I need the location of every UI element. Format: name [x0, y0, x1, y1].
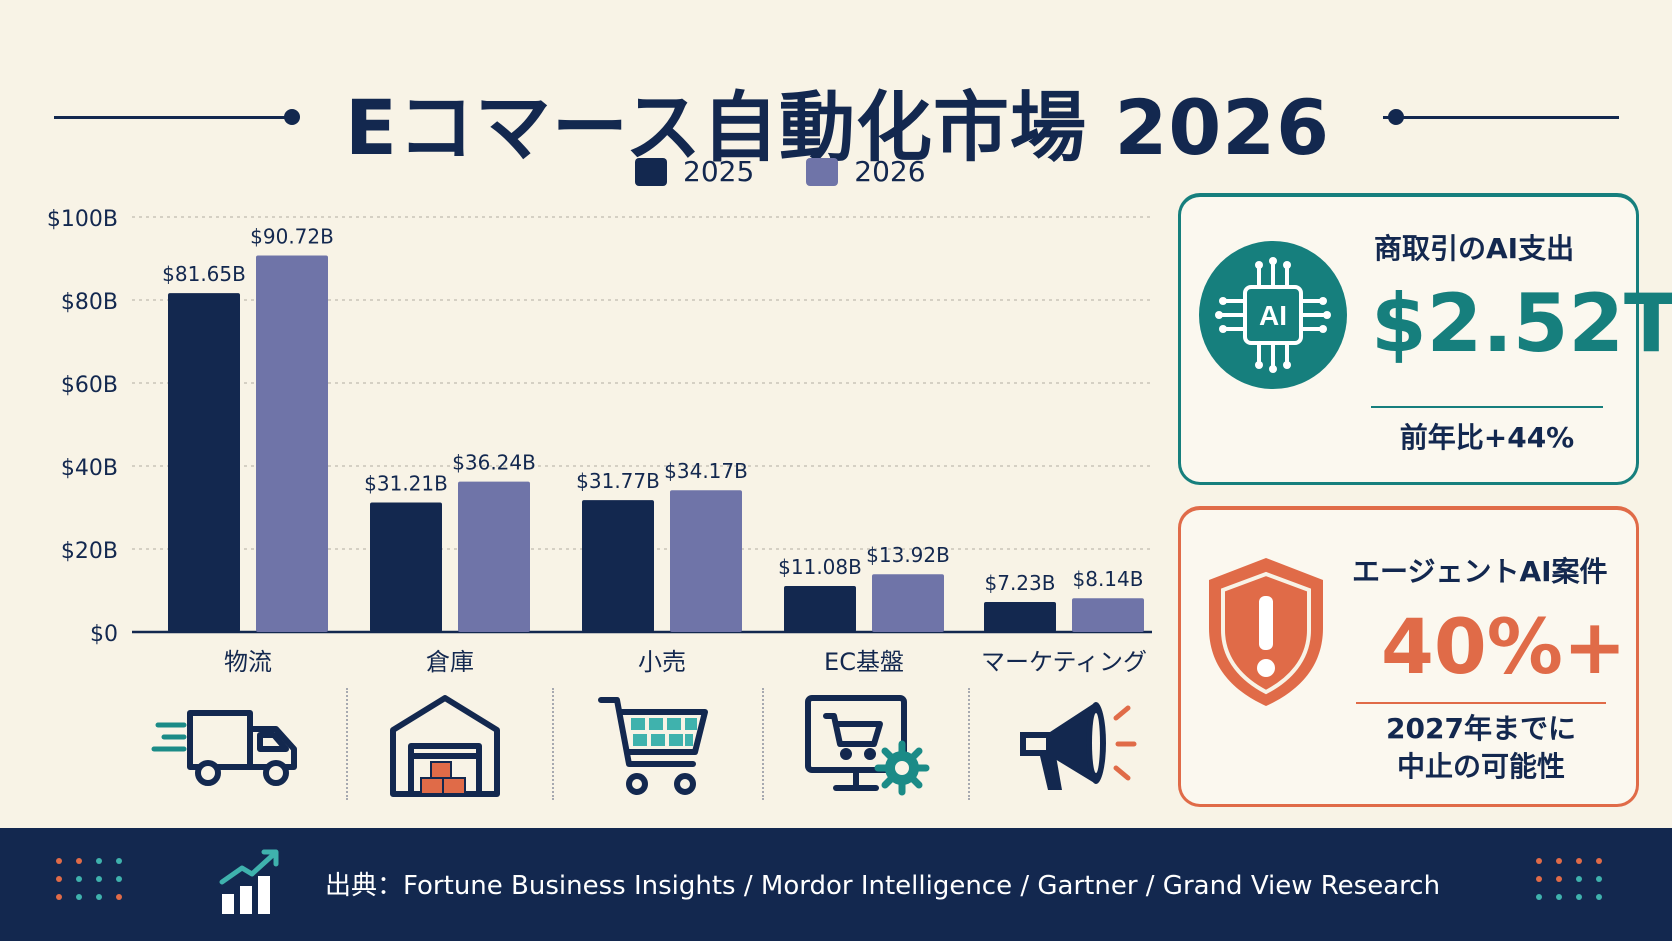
source-citation: 出典：Fortune Business Insights / Mordor In… [325, 871, 1441, 901]
title-dot-left [284, 109, 300, 125]
icon-divider [762, 688, 764, 800]
data-label: $34.17B [664, 459, 748, 483]
page-title: Eコマース自動化市場 2026 [344, 83, 1331, 172]
bar-2025 [784, 586, 856, 632]
agentic-ai-note-line1: 2027年までに [1386, 712, 1576, 745]
bar-2025 [582, 500, 654, 632]
data-label: $31.77B [576, 469, 660, 493]
legend-label-2026: 2026 [854, 155, 926, 188]
agentic-ai-label: エージェントAI案件 [1352, 555, 1608, 588]
bar-2026 [872, 574, 944, 632]
decorative-dots-left [56, 858, 124, 900]
agent-card-divider [1356, 702, 1606, 704]
icon-divider [552, 688, 554, 800]
legend-item-2026: 2026 [806, 155, 926, 188]
bar-chart: $0 $20B $40B $60B $80B $100B $81.65B$90.72B 物流 $… [47, 207, 1152, 676]
data-label: $8.14B [1073, 567, 1144, 591]
icon-divider [346, 688, 348, 800]
title-rule-right [1383, 116, 1619, 119]
data-label: $7.23B [985, 571, 1056, 595]
category-label: 倉庫 [426, 648, 474, 676]
agentic-ai-note: 2027年までに 中止の可能性 [1356, 710, 1606, 786]
legend-label-2025: 2025 [683, 155, 755, 188]
bar-2026 [670, 490, 742, 632]
title-rule-left [54, 116, 289, 119]
agentic-ai-card: エージェントAI案件 40%+ 2027年までに 中止の可能性 [1178, 506, 1639, 807]
ai-spending-label: 商取引のAI支出 [1374, 232, 1575, 265]
ai-chip-label: AI [1259, 300, 1287, 331]
agentic-ai-note-line2: 中止の可能性 [1396, 750, 1565, 783]
bar-2025 [984, 601, 1056, 632]
warning-shield-icon [1201, 552, 1331, 716]
category-label: EC基盤 [824, 648, 904, 676]
category-label: 物流 [224, 648, 272, 676]
bar-2026 [256, 255, 328, 632]
y-tick-label: $80B [61, 290, 118, 315]
ai-card-divider [1371, 406, 1603, 408]
ai-spending-value: $2.52T [1371, 277, 1672, 370]
ec-platform-icon [770, 690, 960, 800]
bar-2025 [370, 502, 442, 632]
decorative-dots-right [1536, 858, 1604, 900]
data-label: $11.08B [778, 555, 862, 579]
growth-chart-icon [218, 846, 282, 922]
ai-chip-icon: AI [1199, 241, 1347, 389]
y-tick-label: $60B [61, 373, 118, 398]
y-tick-label: $0 [90, 622, 118, 647]
bar-2025 [168, 293, 240, 632]
y-tick-label: $100B [47, 207, 118, 232]
data-label: $36.24B [452, 451, 536, 475]
category-label: マーケティング [981, 648, 1147, 676]
legend-swatch-2026 [806, 157, 839, 186]
title-row: Eコマース自動化市場 2026 [0, 30, 1672, 172]
truck-icon [135, 690, 325, 800]
data-label: $13.92B [866, 543, 950, 567]
shopping-cart-icon [560, 690, 750, 800]
chart-legend: 2025 2026 [635, 155, 978, 188]
data-label: $31.21B [364, 471, 448, 495]
bar-2026 [458, 481, 530, 632]
category-icons-row [0, 690, 1170, 810]
source-footer: 出典：Fortune Business Insights / Mordor In… [0, 828, 1672, 941]
data-label: $90.72B [250, 225, 334, 249]
agentic-ai-value: 40%+ [1381, 602, 1627, 691]
category-label: 小売 [638, 648, 686, 676]
warehouse-icon [350, 690, 540, 800]
y-tick-label: $40B [61, 456, 118, 481]
ai-spending-card: AI 商取引のAI支出 $2.52T 前年比+44% [1178, 193, 1672, 485]
y-tick-label: $20B [61, 539, 118, 564]
legend-item-2025: 2025 [635, 155, 754, 188]
megaphone-icon [980, 690, 1170, 800]
bar-2026 [1072, 598, 1144, 632]
legend-swatch-2025 [635, 157, 667, 186]
data-label: $81.65B [162, 262, 246, 286]
icon-divider [968, 688, 970, 800]
ai-spending-growth: 前年比+44% [1399, 421, 1575, 454]
